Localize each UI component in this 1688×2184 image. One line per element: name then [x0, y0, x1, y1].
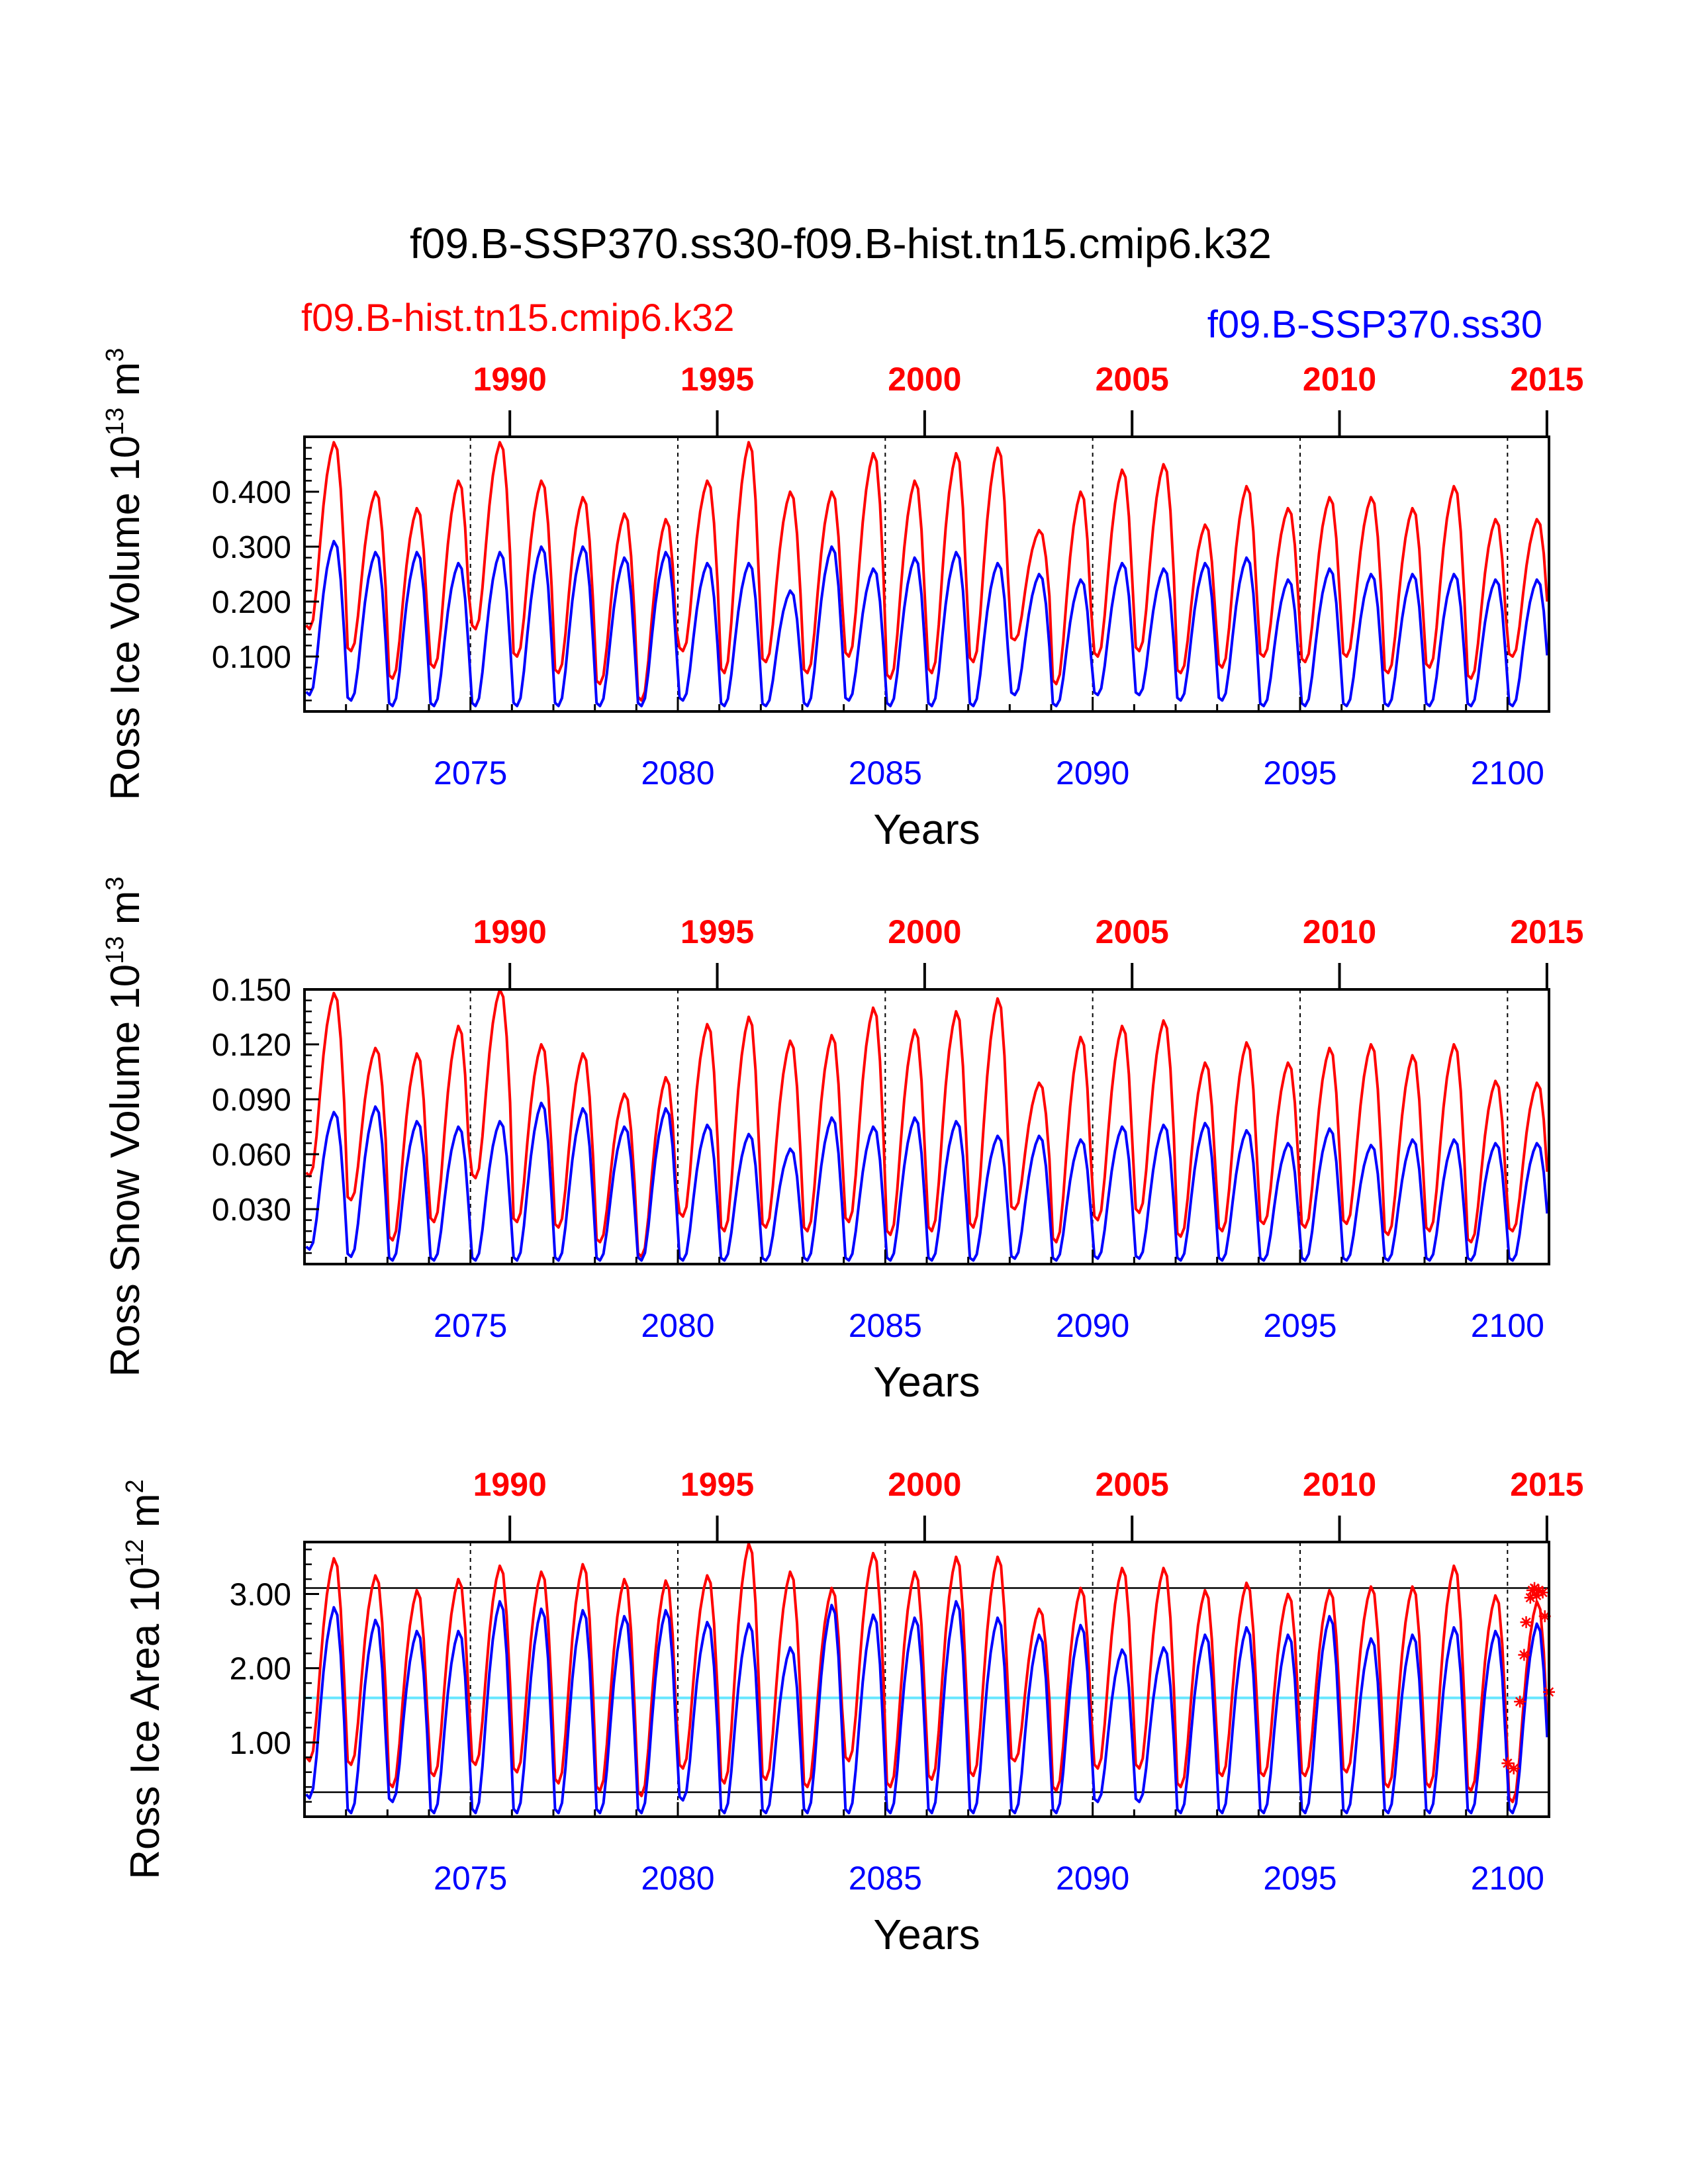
bottom-tick-label: 2100 [1471, 1307, 1544, 1344]
star-marker [1538, 1610, 1551, 1623]
bottom-tick-label: 2090 [1056, 1307, 1129, 1344]
y-tick-label: 0.120 [212, 1028, 291, 1063]
figure-title: f09.B-SSP370.ss30-f09.B-hist.tn15.cmip6.… [410, 220, 1272, 267]
series-group [305, 441, 1549, 707]
star-marker [1520, 1616, 1532, 1629]
y-axis-title: Ross Ice Area 1012 m2 [121, 1479, 168, 1879]
y-tick-label: 0.150 [212, 973, 291, 1008]
y-axis-title: Ross Ice Volume 1013 m3 [101, 348, 148, 801]
x-axis-title: Years [873, 805, 980, 853]
bottom-tick-label: 2100 [1471, 1860, 1544, 1897]
series-group [305, 1542, 1549, 1815]
top-tick-label: 2010 [1303, 913, 1376, 950]
top-tick-label: 2005 [1096, 1466, 1169, 1503]
top-tick-label: 1995 [680, 913, 754, 950]
star-marker [1514, 1696, 1526, 1708]
bottom-tick-label: 2090 [1056, 754, 1129, 792]
y-tick-label: 0.400 [212, 475, 291, 510]
bottom-tick-label: 2075 [434, 754, 507, 792]
bottom-tick-label: 2080 [641, 754, 714, 792]
bottom-tick-label: 2075 [434, 1307, 507, 1344]
top-tick-label: 2000 [888, 913, 961, 950]
top-tick-label: 2010 [1303, 361, 1376, 398]
y-tick-label: 1.00 [230, 1726, 291, 1761]
y-tick-label: 0.200 [212, 585, 291, 620]
star-marker [1536, 1586, 1549, 1599]
star-marker [1528, 1582, 1541, 1594]
bottom-tick-label: 2095 [1263, 1307, 1336, 1344]
y-tick-label: 0.030 [212, 1193, 291, 1228]
top-tick-label: 2000 [888, 361, 961, 398]
top-tick-label: 2015 [1510, 913, 1583, 950]
top-tick-label: 1995 [680, 1466, 754, 1503]
y-tick-label: 2.00 [230, 1652, 291, 1687]
x-axis-title: Years [873, 1911, 980, 1958]
top-tick-label: 2000 [888, 1466, 961, 1503]
series-line-ssp [305, 1101, 1549, 1262]
series-group [305, 989, 1549, 1262]
series-line-hist [305, 1542, 1549, 1803]
bottom-tick-label: 2080 [641, 1860, 714, 1897]
bottom-tick-label: 2075 [434, 1860, 507, 1897]
top-tick-label: 2010 [1303, 1466, 1376, 1503]
top-tick-label: 1990 [473, 361, 547, 398]
y-tick-label: 0.090 [212, 1083, 291, 1118]
top-tick-label: 2005 [1096, 913, 1169, 950]
bottom-tick-label: 2095 [1263, 1860, 1336, 1897]
star-marker [1501, 1757, 1514, 1770]
star-marker [1530, 1589, 1543, 1602]
star-marker [1524, 1592, 1536, 1604]
star-marker [1532, 1584, 1545, 1596]
star-marker [1518, 1649, 1530, 1661]
panel-1: 2075 2080 2085 2090 2095 2100 1990 1995 2000 2005… [101, 348, 1583, 853]
star-marker [1507, 1762, 1520, 1775]
bottom-tick-label: 2100 [1471, 754, 1544, 792]
bottom-tick-label: 2085 [849, 1860, 922, 1897]
y-axis-title: Ross Snow Volume 1013 m3 [101, 876, 148, 1377]
y-tick-label: 0.300 [212, 530, 291, 565]
top-tick-label: 1990 [473, 913, 547, 950]
bottom-tick-label: 2080 [641, 1307, 714, 1344]
top-tick-label: 2015 [1510, 1466, 1583, 1503]
series-line-ssp [305, 539, 1549, 707]
series-line-ssp [305, 1600, 1549, 1815]
bottom-tick-label: 2090 [1056, 1860, 1129, 1897]
series-line-hist [305, 989, 1549, 1258]
series-line-hist [305, 441, 1549, 702]
bottom-tick-label: 2085 [849, 754, 922, 792]
top-tick-label: 1995 [680, 361, 754, 398]
y-tick-label: 0.100 [212, 640, 291, 675]
top-tick-label: 2015 [1510, 361, 1583, 398]
y-tick-label: 3.00 [230, 1578, 291, 1613]
top-tick-label: 2005 [1096, 361, 1169, 398]
panel-2: 2075 2080 2085 2090 2095 2100 1990 1995 2000 2005… [101, 876, 1583, 1406]
legend-ssp-label: f09.B-SSP370.ss30 [1207, 303, 1542, 346]
top-tick-label: 1990 [473, 1466, 547, 1503]
bottom-tick-label: 2085 [849, 1307, 922, 1344]
panel-3: 2075 2080 2085 2090 2095 2100 1990 1995 2000 2005… [121, 1466, 1583, 1958]
x-axis-title: Years [873, 1358, 980, 1406]
bottom-tick-label: 2095 [1263, 754, 1336, 792]
y-tick-label: 0.060 [212, 1138, 291, 1173]
legend-hist-label: f09.B-hist.tn15.cmip6.k32 [301, 296, 734, 340]
